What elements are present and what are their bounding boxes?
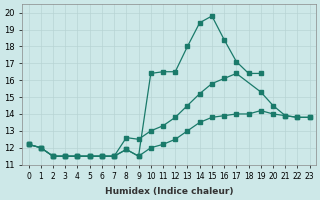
X-axis label: Humidex (Indice chaleur): Humidex (Indice chaleur) <box>105 187 233 196</box>
